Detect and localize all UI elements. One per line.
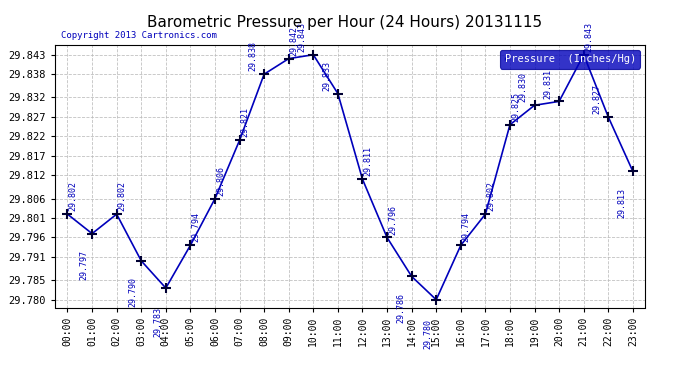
Text: 29.790: 29.790 (128, 278, 137, 308)
Text: 29.833: 29.833 (322, 61, 331, 91)
Text: 29.813: 29.813 (618, 188, 627, 218)
Text: 29.802: 29.802 (486, 182, 495, 212)
Text: 29.830: 29.830 (519, 72, 528, 102)
Text: 29.796: 29.796 (388, 205, 397, 235)
Text: 29.843: 29.843 (297, 22, 306, 52)
Text: 29.783: 29.783 (153, 308, 162, 338)
Text: 29.827: 29.827 (593, 84, 602, 114)
Text: 29.786: 29.786 (396, 293, 405, 323)
Text: 29.780: 29.780 (424, 319, 433, 349)
Text: 29.838: 29.838 (248, 41, 257, 71)
Legend: Pressure  (Inches/Hg): Pressure (Inches/Hg) (500, 50, 640, 69)
Text: 29.821: 29.821 (241, 108, 250, 138)
Text: 29.831: 29.831 (544, 69, 553, 99)
Text: 29.811: 29.811 (364, 146, 373, 176)
Text: 29.802: 29.802 (68, 182, 77, 212)
Text: 29.825: 29.825 (511, 92, 520, 122)
Text: Barometric Pressure per Hour (24 Hours) 20131115: Barometric Pressure per Hour (24 Hours) … (148, 15, 542, 30)
Text: 29.802: 29.802 (118, 182, 127, 212)
Text: 29.806: 29.806 (216, 166, 225, 196)
Text: 29.797: 29.797 (79, 250, 88, 280)
Text: 29.843: 29.843 (584, 22, 594, 52)
Text: Copyright 2013 Cartronics.com: Copyright 2013 Cartronics.com (61, 31, 217, 40)
Text: 29.794: 29.794 (462, 213, 471, 243)
Text: 29.842: 29.842 (290, 26, 299, 56)
Text: 29.794: 29.794 (191, 213, 201, 243)
